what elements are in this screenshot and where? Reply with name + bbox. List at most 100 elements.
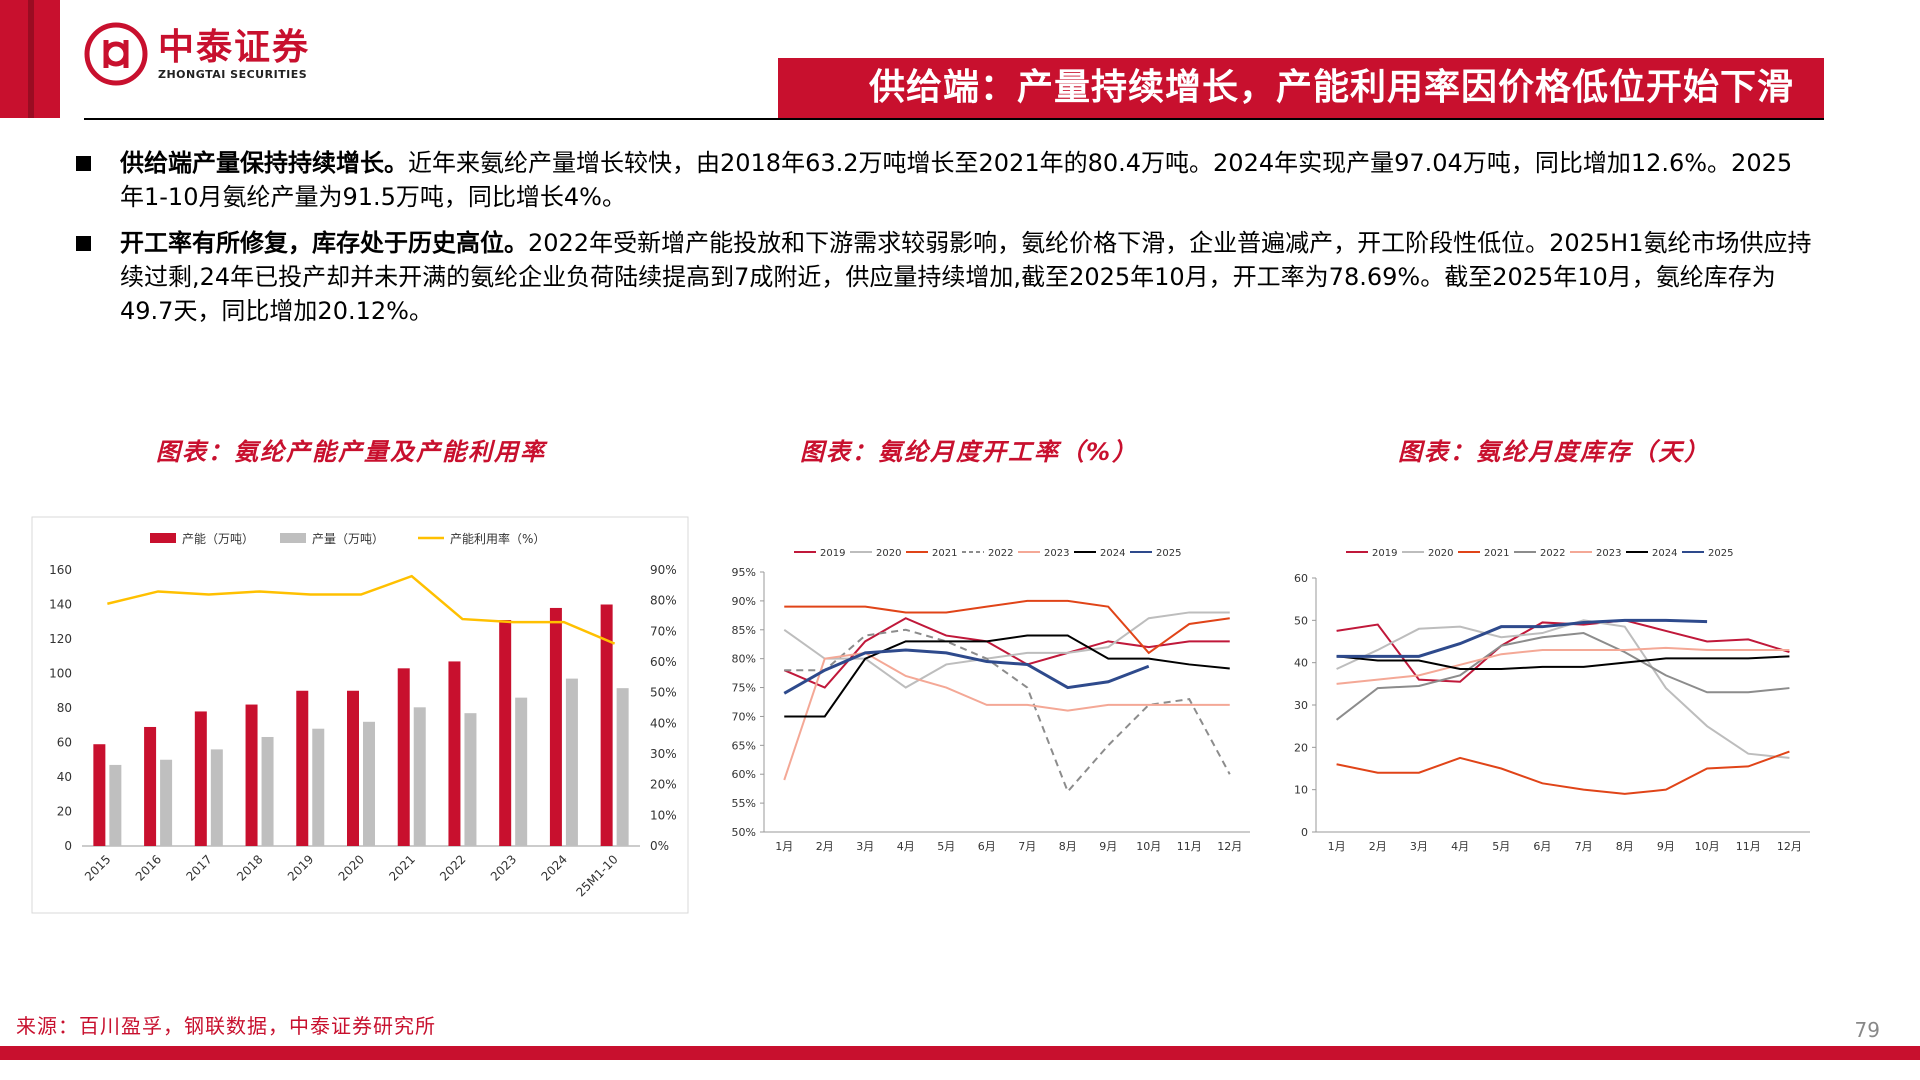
- x-tick-label: 11月: [1736, 840, 1761, 853]
- y-tick-label-right: 70%: [650, 624, 677, 638]
- legend-label: 2024: [1652, 548, 1677, 559]
- y-tick-label-left: 60: [57, 736, 72, 750]
- legend-label: 产能（万吨）: [182, 532, 254, 546]
- page-number: 79: [1854, 1018, 1880, 1042]
- capacity-bar: [397, 668, 410, 846]
- capacity-bar: [499, 620, 512, 846]
- y-tick-label: 0: [1301, 826, 1308, 839]
- legend-label: 2019: [1372, 548, 1397, 559]
- output-bar: [160, 759, 173, 846]
- y-tick-label: 80%: [732, 653, 756, 666]
- x-tick-label: 9月: [1657, 840, 1675, 853]
- capacity-output-chart: 0 20 40 60 80 100 120 140 160 0% 10% 20% 30% 40% 50% 60…: [31, 516, 689, 914]
- capacity-bar: [296, 690, 309, 846]
- x-tick-label: 6月: [1533, 840, 1551, 853]
- y-tick-label-right: 40%: [650, 716, 677, 730]
- series-line-2023: [783, 651, 1230, 781]
- bullet-lead: 供给端产量保持持续增长。: [120, 149, 408, 177]
- series-line-2021: [784, 599, 1230, 655]
- series-line-2024: [1336, 655, 1790, 671]
- series-line-2025: [1336, 618, 1708, 658]
- legend-label: 2020: [1428, 548, 1453, 559]
- y-tick-label: 65%: [732, 739, 756, 752]
- legend-label: 产量（万吨）: [312, 532, 384, 546]
- x-tick-label: 2022: [437, 852, 468, 883]
- x-tick-label: 2020: [336, 852, 367, 883]
- capacity-bar: [245, 704, 258, 846]
- y-tick-label-right: 90%: [650, 563, 677, 577]
- capacity-bar: [448, 661, 461, 846]
- brand-side-bar: [0, 0, 60, 118]
- legend-swatch: [280, 533, 306, 543]
- legend-swatch: [150, 533, 176, 543]
- y-tick-label-left: 120: [49, 632, 72, 646]
- y-tick-label: 50: [1294, 614, 1308, 627]
- footer-bar: [0, 1046, 1920, 1060]
- x-tick-label: 2018: [234, 852, 265, 883]
- x-tick-label: 8月: [1059, 840, 1077, 853]
- x-tick-label: 4月: [897, 840, 915, 853]
- legend-label: 2024: [1100, 548, 1125, 559]
- x-tick-label: 7月: [1018, 840, 1036, 853]
- chart-frame: [31, 516, 689, 914]
- y-tick-label-left: 100: [49, 667, 72, 681]
- inventory-chart: 0 10 20 30 40 50 60 1月 2月 3月 4月 5月 6月 7月 8月 9月 10月 11月 12月…: [1294, 548, 1810, 853]
- series-line-2019: [783, 617, 1230, 689]
- legend-label: 产能利用率（%）: [450, 531, 545, 546]
- series-line-2019: [1336, 619, 1790, 683]
- bullet-lead: 开工率有所修复，库存处于历史高位。: [120, 229, 528, 257]
- y-tick-label: 30: [1294, 699, 1308, 712]
- output-bar: [616, 688, 629, 846]
- x-tick-label: 7月: [1575, 840, 1593, 853]
- series-line-2020: [783, 611, 1230, 689]
- operating-rate-chart: 50% 55% 60% 65% 70% 75% 80% 85% 90% 95% 1月 2月 3月 4月 5月…: [732, 548, 1250, 853]
- bullet-item-operating-rate: 开工率有所修复，库存处于历史高位。2022年受新增产能投放和下游需求较弱影响，氨…: [76, 226, 1816, 328]
- y-tick-label-right: 10%: [650, 808, 677, 822]
- series-line-2021: [1336, 750, 1790, 795]
- legend-label: 2021: [932, 548, 957, 559]
- x-tick-label: 10月: [1695, 840, 1720, 853]
- source-note: 来源：百川盈孚，钢联数据，中泰证券研究所: [16, 1014, 436, 1038]
- y-tick-label: 75%: [732, 682, 756, 695]
- x-tick-label: 8月: [1616, 840, 1634, 853]
- output-bar: [210, 749, 223, 846]
- output-bar: [515, 697, 528, 846]
- x-tick-label: 2019: [285, 852, 316, 883]
- x-tick-label: 2021: [386, 852, 417, 883]
- x-tick-label: 1月: [775, 840, 793, 853]
- capacity-bar: [600, 604, 613, 846]
- y-tick-label-left: 20: [57, 805, 72, 819]
- y-tick-label-left: 80: [57, 701, 72, 715]
- x-tick-label: 25M1-10: [573, 852, 620, 899]
- x-tick-label: 12月: [1777, 840, 1802, 853]
- capacity-bar: [144, 726, 157, 846]
- output-bar: [565, 678, 578, 846]
- series-line-2024: [784, 634, 1230, 718]
- y-tick-label: 60%: [732, 768, 756, 781]
- y-tick-label: 85%: [732, 624, 756, 637]
- legend-label: 2025: [1156, 548, 1181, 559]
- bullet-square-icon: [76, 236, 91, 251]
- x-tick-label: 2月: [1369, 840, 1387, 853]
- y-tick-label-right: 30%: [650, 747, 677, 761]
- legend-label: 2019: [820, 548, 845, 559]
- y-tick-label: 70%: [732, 710, 756, 723]
- legend-label: 2023: [1596, 548, 1621, 559]
- y-tick-label-left: 160: [49, 563, 72, 577]
- bullet-square-icon: [76, 156, 91, 171]
- brand-side-stripe: [28, 0, 34, 118]
- series-line-2023: [1336, 646, 1790, 685]
- zhongtai-logo-icon: [84, 22, 148, 86]
- output-bar: [109, 764, 122, 846]
- series-line-2022: [1335, 632, 1790, 721]
- x-tick-label: 2016: [133, 852, 164, 883]
- y-tick-label-right: 0%: [650, 839, 669, 853]
- y-tick-label-left: 40: [57, 770, 72, 784]
- y-tick-label: 95%: [732, 566, 756, 579]
- x-tick-label: 2月: [816, 840, 834, 853]
- y-tick-label-right: 50%: [650, 686, 677, 700]
- logo-english: ZHONGTAI SECURITIES: [158, 67, 308, 81]
- x-tick-label: 2023: [488, 852, 519, 883]
- chart-title-capacity: 图表：氨纶产能产量及产能利用率: [156, 438, 546, 466]
- chart-title-inventory: 图表：氨纶月度库存（天）: [1398, 438, 1710, 466]
